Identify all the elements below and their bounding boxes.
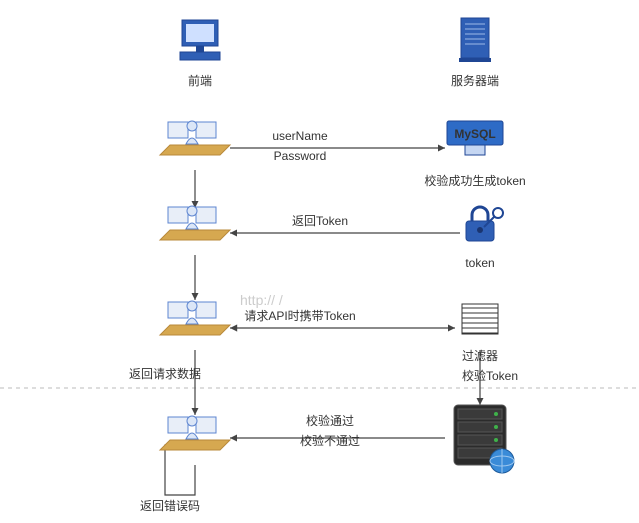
edge-label: userName xyxy=(272,129,328,143)
edge-label: 返回错误码 xyxy=(140,499,200,513)
edge-label: 请求API时携带Token xyxy=(244,308,355,323)
node-tokenlock xyxy=(466,207,503,241)
node-label-frontend: 前端 xyxy=(188,73,212,88)
svg-text:MySQL: MySQL xyxy=(454,127,495,141)
edge-label: 返回Token xyxy=(292,214,348,228)
node-label-tokenlock: token xyxy=(465,256,494,270)
node-frontend xyxy=(180,20,220,60)
node-label-mysql: 校验成功生成token xyxy=(424,173,525,188)
node-client3 xyxy=(160,301,230,335)
watermark-text: http:// / xyxy=(240,292,283,308)
edge-client4-client4 xyxy=(165,445,195,495)
edge-label: 返回请求数据 xyxy=(129,366,201,381)
node-label-filter: 过滤器 xyxy=(462,349,498,363)
edge-label: 校验Token xyxy=(462,368,518,383)
node-client1 xyxy=(160,121,230,155)
node-label-serverhost: 服务器端 xyxy=(451,73,499,88)
edge-label: Password xyxy=(274,149,327,163)
node-serverhost xyxy=(459,18,491,62)
node-client4 xyxy=(160,416,230,450)
node-mysql: MySQL xyxy=(447,121,503,155)
node-bigserver xyxy=(454,405,514,473)
edge-label: 校验通过 xyxy=(306,413,354,428)
node-client2 xyxy=(160,206,230,240)
node-filter xyxy=(462,304,498,334)
edge-label: 校验不通过 xyxy=(300,433,360,448)
